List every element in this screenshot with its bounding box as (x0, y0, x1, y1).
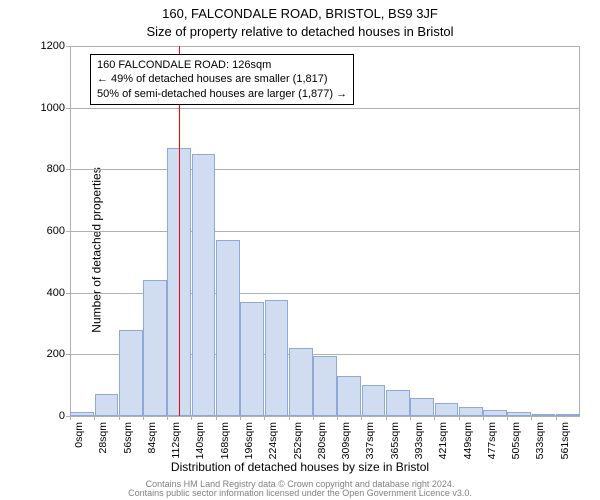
histogram-bar (313, 356, 337, 416)
xtick-mark (191, 416, 192, 420)
ytick-label: 400 (25, 287, 65, 299)
histogram-bar (95, 394, 119, 416)
ytick-label: 200 (25, 348, 65, 360)
xtick-mark (337, 416, 338, 420)
histogram-bar (240, 302, 264, 416)
histogram-bar (459, 407, 483, 416)
xtick-mark (167, 416, 168, 420)
xtick-mark (70, 416, 71, 420)
xtick-label: 561sqm (559, 422, 571, 459)
xtick-label: 0sqm (73, 422, 85, 448)
grid-line (70, 108, 580, 109)
histogram-bar (532, 414, 556, 416)
plot-area: 160 FALCONDALE ROAD: 126sqm← 49% of deta… (70, 46, 580, 416)
xtick-label: 252sqm (292, 422, 304, 459)
property-size-histogram: 160, FALCONDALE ROAD, BRISTOL, BS9 3JF S… (0, 0, 600, 500)
ytick-mark (66, 293, 70, 294)
histogram-bar (435, 403, 459, 416)
xtick-mark (507, 416, 508, 420)
histogram-bar (337, 376, 361, 416)
xtick-mark (531, 416, 532, 420)
ytick-label: 1000 (25, 102, 65, 114)
xtick-label: 84sqm (146, 422, 158, 454)
annotation-line: 50% of semi-detached houses are larger (… (97, 87, 347, 101)
xtick-label: 196sqm (243, 422, 255, 459)
annotation-line: ← 49% of detached houses are smaller (1,… (97, 72, 347, 86)
ytick-label: 0 (25, 410, 65, 422)
histogram-bar (70, 412, 94, 416)
xtick-label: 477sqm (486, 422, 498, 459)
grid-line (70, 46, 580, 47)
xtick-mark (434, 416, 435, 420)
xtick-label: 505sqm (510, 422, 522, 459)
xtick-mark (386, 416, 387, 420)
annotation-line: 160 FALCONDALE ROAD: 126sqm (97, 58, 347, 72)
footer-attribution: Contains HM Land Registry data © Crown c… (0, 480, 600, 498)
ytick-mark (66, 231, 70, 232)
xtick-mark (143, 416, 144, 420)
xtick-label: 449sqm (462, 422, 474, 459)
xtick-label: 337sqm (364, 422, 376, 459)
histogram-bar (483, 410, 507, 416)
histogram-bar (362, 385, 386, 416)
xtick-label: 140sqm (194, 422, 206, 459)
xtick-label: 393sqm (413, 422, 425, 459)
ytick-mark (66, 169, 70, 170)
xtick-label: 168sqm (219, 422, 231, 459)
xtick-label: 365sqm (389, 422, 401, 459)
ytick-label: 600 (25, 225, 65, 237)
xtick-label: 28sqm (97, 422, 109, 454)
xtick-mark (459, 416, 460, 420)
xtick-mark (410, 416, 411, 420)
histogram-bar (289, 348, 313, 416)
xtick-label: 280sqm (316, 422, 328, 459)
xtick-label: 224sqm (267, 422, 279, 459)
grid-line (70, 231, 580, 232)
x-axis-label: Distribution of detached houses by size … (0, 460, 600, 474)
grid-line (70, 169, 580, 170)
xtick-mark (119, 416, 120, 420)
xtick-mark (240, 416, 241, 420)
xtick-label: 112sqm (170, 422, 182, 459)
xtick-mark (556, 416, 557, 420)
histogram-bar (507, 412, 531, 416)
xtick-label: 309sqm (340, 422, 352, 459)
xtick-mark (216, 416, 217, 420)
histogram-bar (265, 300, 289, 416)
histogram-bar (119, 330, 143, 416)
grid-line (70, 416, 580, 417)
xtick-label: 56sqm (122, 422, 134, 454)
xtick-mark (483, 416, 484, 420)
xtick-mark (313, 416, 314, 420)
ytick-mark (66, 354, 70, 355)
xtick-label: 533sqm (534, 422, 546, 459)
ytick-mark (66, 46, 70, 47)
histogram-bar (192, 154, 216, 416)
ytick-label: 800 (25, 163, 65, 175)
histogram-bar (386, 390, 410, 416)
xtick-mark (94, 416, 95, 420)
footer-line-2: Contains public sector information licen… (128, 488, 472, 498)
histogram-bar (410, 398, 434, 417)
xtick-mark (264, 416, 265, 420)
xtick-mark (289, 416, 290, 420)
xtick-label: 421sqm (437, 422, 449, 459)
histogram-bar (216, 240, 240, 416)
ytick-label: 1200 (25, 40, 65, 52)
histogram-bar (143, 280, 167, 416)
xtick-mark (361, 416, 362, 420)
ytick-mark (66, 108, 70, 109)
histogram-bar (556, 414, 580, 416)
annotation-box: 160 FALCONDALE ROAD: 126sqm← 49% of deta… (90, 54, 354, 105)
